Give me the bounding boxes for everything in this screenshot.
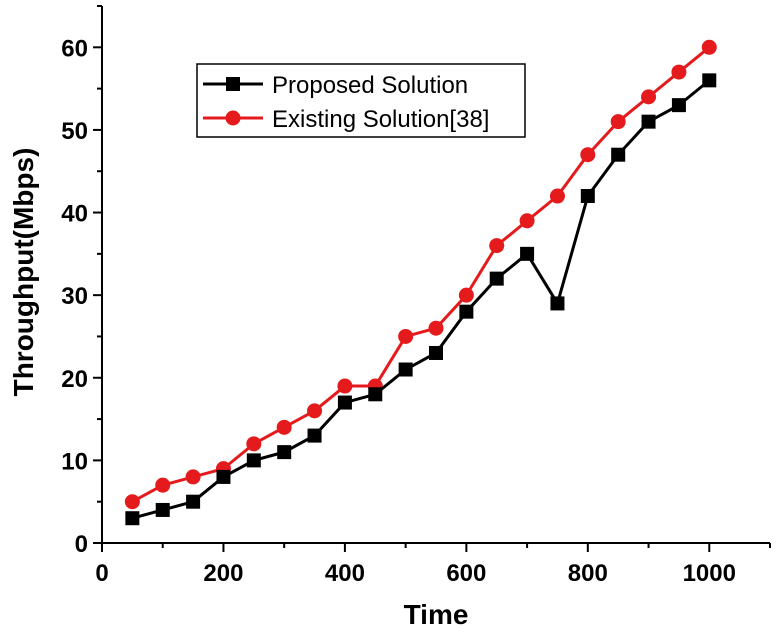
series-layer [124, 39, 717, 526]
data-point [398, 362, 413, 377]
data-point [124, 494, 140, 510]
x-tick-label: 1000 [683, 560, 736, 587]
y-tick-label: 50 [61, 118, 88, 145]
data-point [246, 436, 262, 452]
data-point [641, 89, 657, 105]
x-tick-label: 200 [203, 560, 243, 587]
data-point [580, 189, 595, 204]
data-point [428, 320, 444, 336]
data-point [702, 73, 717, 88]
y-tick-label: 30 [61, 283, 88, 310]
data-point [580, 147, 596, 163]
legend-marker [225, 110, 241, 126]
data-point [459, 304, 474, 319]
axes: 0 200 400 600 800 1000 0 10 20 30 40 50 60 [61, 5, 771, 587]
data-point [429, 345, 443, 360]
series-proposed [125, 73, 717, 526]
data-point [520, 246, 535, 261]
data-point [549, 188, 565, 204]
x-axis-title: Time [404, 599, 469, 630]
data-point [458, 287, 474, 303]
data-point [641, 114, 656, 129]
data-point [155, 502, 170, 517]
legend-entry: Proposed Solution [272, 72, 468, 99]
data-point [611, 147, 626, 162]
x-tick-label: 600 [446, 560, 486, 587]
y-tick-label: 40 [61, 201, 88, 228]
series-line [131, 79, 711, 520]
y-tick-label: 0 [75, 531, 88, 558]
data-point [701, 39, 717, 55]
data-point [337, 378, 353, 394]
y-tick-label: 20 [61, 366, 88, 393]
data-point [398, 328, 414, 344]
y-axis-title: Throughput(Mbps) [8, 148, 39, 397]
x-tick-label: 800 [568, 560, 608, 587]
data-point [185, 469, 201, 485]
legend: Proposed Solution Existing Solution[38] [196, 63, 526, 138]
data-point [216, 469, 231, 484]
y-tick-label: 10 [61, 448, 88, 475]
data-point [125, 511, 140, 526]
data-point [368, 387, 383, 402]
x-tick-label: 0 [95, 560, 108, 587]
y-tick-label: 60 [61, 35, 88, 62]
legend-box [196, 63, 526, 138]
data-point [610, 114, 626, 130]
legend-entry: Existing Solution[38] [272, 106, 489, 133]
data-point [519, 213, 535, 229]
data-point [246, 453, 261, 468]
data-point [186, 494, 201, 509]
data-point [277, 445, 292, 460]
data-point [155, 477, 171, 493]
data-point [489, 271, 504, 286]
data-point [337, 395, 352, 410]
x-tick-label: 400 [325, 560, 365, 587]
legend-marker [226, 77, 240, 91]
series-existing [124, 39, 717, 510]
data-point [307, 403, 323, 419]
data-point [489, 238, 505, 254]
data-point [671, 64, 687, 80]
data-point [276, 419, 292, 435]
data-point [671, 98, 686, 113]
data-point [550, 296, 565, 311]
data-point [307, 428, 322, 443]
